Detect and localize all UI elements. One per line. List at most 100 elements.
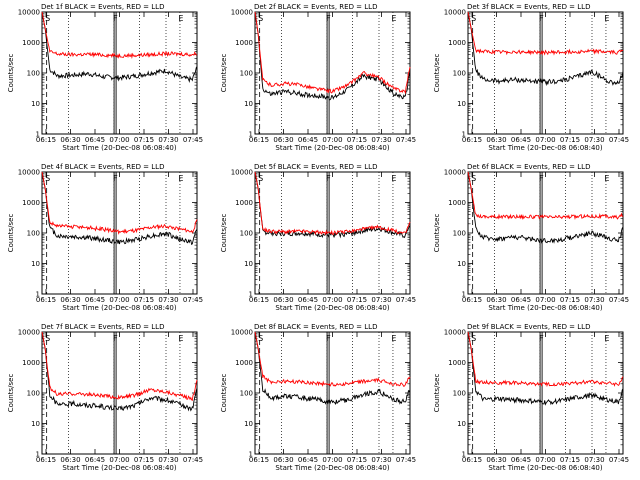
detector-panel-1: Det 1f BLACK = Events, RED = LLD 1 10 100 10… xyxy=(7,3,203,152)
panel-title: Det 9f BLACK = Events, RED = LLD xyxy=(467,323,590,331)
y-tick-label: 1 xyxy=(249,451,253,459)
x-tick-label: 07:00 xyxy=(322,136,342,144)
x-tick-label: 06:45 xyxy=(298,456,318,464)
series-line-lld xyxy=(254,331,411,388)
x-tick-label: 07:45 xyxy=(183,296,203,304)
marker-label-f: F xyxy=(326,334,331,343)
y-tick-label: 10000 xyxy=(444,329,466,337)
marker-label-f: F xyxy=(539,14,544,23)
y-tick-label: 1 xyxy=(36,131,40,139)
x-tick-label: 07:30 xyxy=(158,456,178,464)
marker-label-e: E xyxy=(391,14,396,23)
x-tick-label: 07:15 xyxy=(560,136,580,144)
y-axis-label: Counts/sec xyxy=(433,374,441,413)
y-axis-label: Counts/sec xyxy=(220,54,228,93)
x-tick-label: 07:30 xyxy=(371,296,391,304)
marker-label-e: E xyxy=(391,174,396,183)
marker-label-f: F xyxy=(113,14,118,23)
series-line-events xyxy=(254,331,411,405)
x-tick-label: 07:15 xyxy=(134,136,154,144)
x-tick-label: 06:15 xyxy=(462,456,482,464)
plot-frame xyxy=(467,331,624,455)
x-tick-label: 07:45 xyxy=(396,456,416,464)
series-line-lld xyxy=(467,11,624,56)
detector-panel-4: Det 4f BLACK = Events, RED = LLD 1 10 100 10… xyxy=(7,163,203,312)
x-tick-label: 06:15 xyxy=(36,296,56,304)
detector-panel-6: Det 6f BLACK = Events, RED = LLD 1 10 100 10… xyxy=(433,163,629,312)
x-tick-label: 07:15 xyxy=(560,296,580,304)
y-tick-label: 100 xyxy=(453,70,466,78)
x-axis-label: Start Time (20-Dec-08 06:08:40) xyxy=(275,304,389,312)
panel-title: Det 7f BLACK = Events, RED = LLD xyxy=(41,323,164,331)
series-line-events xyxy=(467,11,624,87)
x-axis-label: Start Time (20-Dec-08 06:08:40) xyxy=(275,464,389,472)
marker-label-s: S xyxy=(45,174,50,183)
x-tick-label: 07:15 xyxy=(134,296,154,304)
x-tick-label: 06:15 xyxy=(462,136,482,144)
x-tick-label: 06:45 xyxy=(298,136,318,144)
x-tick-label: 07:15 xyxy=(560,456,580,464)
x-axis-label: Start Time (20-Dec-08 06:08:40) xyxy=(488,304,602,312)
marker-label-e: E xyxy=(604,174,609,183)
x-tick-label: 06:45 xyxy=(298,296,318,304)
detector-panel-2: Det 2f BLACK = Events, RED = LLD 1 10 100 10… xyxy=(220,3,416,152)
x-tick-label: 06:30 xyxy=(273,456,293,464)
y-tick-label: 10000 xyxy=(231,169,253,177)
x-tick-label: 07:00 xyxy=(322,296,342,304)
x-axis-label: Start Time (20-Dec-08 06:08:40) xyxy=(488,144,602,152)
series-line-events xyxy=(41,11,198,83)
y-tick-label: 1 xyxy=(36,291,40,299)
y-tick-label: 10000 xyxy=(444,169,466,177)
x-tick-label: 07:00 xyxy=(109,456,129,464)
marker-label-e: E xyxy=(178,14,183,23)
x-tick-label: 07:00 xyxy=(535,456,555,464)
series-line-events xyxy=(467,171,624,244)
x-tick-label: 06:15 xyxy=(249,456,269,464)
detector-panel-5: Det 5f BLACK = Events, RED = LLD 1 10 100 10… xyxy=(220,163,416,312)
series-line-lld xyxy=(41,171,198,235)
y-tick-label: 10000 xyxy=(444,9,466,17)
x-tick-label: 06:30 xyxy=(60,456,80,464)
plot-frame xyxy=(467,11,624,135)
plot-frame xyxy=(254,331,411,455)
y-axis-label: Counts/sec xyxy=(7,214,15,253)
series-line-events xyxy=(41,171,198,246)
detector-panel-3: Det 3f BLACK = Events, RED = LLD 1 10 100 10… xyxy=(433,3,629,152)
x-tick-label: 07:00 xyxy=(322,456,342,464)
y-axis-label: Counts/sec xyxy=(220,374,228,413)
y-tick-label: 100 xyxy=(27,230,40,238)
x-tick-label: 06:45 xyxy=(85,136,105,144)
marker-label-f: F xyxy=(539,334,544,343)
x-tick-label: 07:00 xyxy=(535,136,555,144)
series-line-events xyxy=(254,11,411,101)
x-tick-label: 07:30 xyxy=(584,296,604,304)
y-axis-label: Counts/sec xyxy=(7,54,15,93)
y-tick-label: 10 xyxy=(244,260,253,268)
x-tick-label: 07:00 xyxy=(109,136,129,144)
y-tick-label: 1000 xyxy=(448,359,466,367)
x-tick-label: 07:00 xyxy=(535,296,555,304)
y-tick-label: 10 xyxy=(31,260,40,268)
x-tick-label: 07:45 xyxy=(396,296,416,304)
panel-title: Det 8f BLACK = Events, RED = LLD xyxy=(254,323,377,331)
x-axis-label: Start Time (20-Dec-08 06:08:40) xyxy=(62,304,176,312)
marker-label-e: E xyxy=(391,334,396,343)
marker-label-s: S xyxy=(258,14,263,23)
series-line-events xyxy=(467,331,624,406)
x-axis-label: Start Time (20-Dec-08 06:08:40) xyxy=(275,144,389,152)
y-tick-label: 1000 xyxy=(235,359,253,367)
x-tick-label: 06:15 xyxy=(36,456,56,464)
panel-title: Det 3f BLACK = Events, RED = LLD xyxy=(467,3,590,11)
x-tick-label: 07:45 xyxy=(609,296,629,304)
x-tick-label: 06:30 xyxy=(486,296,506,304)
y-tick-label: 1 xyxy=(249,131,253,139)
marker-label-s: S xyxy=(45,14,50,23)
x-tick-label: 06:30 xyxy=(273,296,293,304)
x-tick-label: 07:30 xyxy=(584,136,604,144)
x-tick-label: 07:30 xyxy=(371,456,391,464)
marker-label-f: F xyxy=(326,14,331,23)
x-tick-label: 06:45 xyxy=(511,136,531,144)
x-tick-label: 06:45 xyxy=(85,456,105,464)
marker-label-s: S xyxy=(471,334,476,343)
